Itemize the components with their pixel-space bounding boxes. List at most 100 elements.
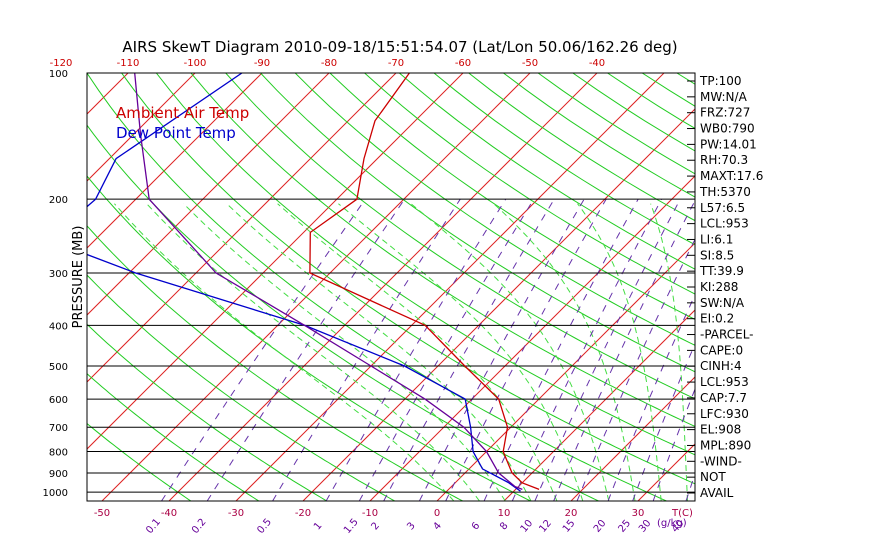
mixing-ratio-line [161,198,366,501]
index-label: TP:100 [699,74,742,88]
mixing-ratio-line [511,198,663,501]
index-label: NOT [700,470,726,484]
moist-adiabat-line [577,203,662,501]
index-label: LCL:953 [700,375,749,389]
dry-adiabat-line [155,73,695,456]
dry-adiabat-line [87,225,463,501]
top-temperature-label: -120 [50,58,73,69]
index-label: CAP:7.7 [700,391,747,405]
index-label: PW:14.01 [700,137,757,151]
mixing-ratio-label: 25 [617,518,634,535]
index-label: WB0:790 [700,122,755,136]
top-temperature-label: -80 [321,58,337,69]
pressure-tick-label: 600 [49,395,68,406]
moist-adiabat-line [493,203,636,501]
index-label: L57:6.5 [700,201,745,215]
pressure-tick-label: 900 [49,469,68,480]
mixing-ratio-line [607,293,695,501]
isotherm-line [87,73,129,115]
top-temperature-label: -100 [184,58,207,69]
dry-adiabat-line [260,73,695,373]
moist-adiabat-line [277,203,558,501]
chart-title: AIRS SkewT Diagram 2010-09-18/15:51:54.0… [122,38,677,56]
isotherm-line [772,73,870,501]
dry-adiabat-line [87,323,328,501]
index-label: LFC:930 [700,407,749,421]
pressure-tick-label: 700 [49,423,68,434]
mixing-ratio-label: 12 [537,518,554,535]
dry-adiabat-line [433,73,695,246]
mixing-ratio-label: 1 [312,520,325,532]
index-label: LCL:953 [700,217,749,231]
dry-adiabat-line [87,373,260,501]
isotherm-line [302,108,695,501]
bottom-unit-label: T(C) [671,508,693,519]
mixing-ratio-label: 30 [637,518,654,535]
pressure-tick-label: 800 [49,448,68,459]
mixing-ratio-label: 10 [519,518,536,535]
isotherm-line [570,376,695,501]
moist-adiabat-line [146,203,480,501]
index-label: EL:908 [700,423,741,437]
index-label: TT:39.9 [699,264,744,278]
mixing-ratio-line [483,198,639,501]
index-label: MPL:890 [700,438,751,452]
dry-adiabat-line [87,124,599,501]
top-temperature-label: -70 [388,58,404,69]
dry-adiabat-line [364,73,695,295]
mixing-ratio-line [358,198,535,501]
moist-adiabat-line [226,203,532,501]
dry-adiabat-line [294,73,695,346]
mixing-ratio-label: 3 [405,520,418,532]
pressure-tick-label: 400 [49,321,68,332]
top-temperature-label: -90 [254,58,270,69]
index-label: -WIND- [700,454,742,468]
mixing-ratio-label: 20 [592,518,609,535]
index-label: CAPE:0 [700,343,743,357]
legend-ambient-air-temp: Ambient Air Temp [116,104,249,122]
mixing-ratio-line [652,387,695,501]
isotherm-line [87,73,263,249]
mixing-ratio-line [534,198,681,501]
mixing-ratio-label: 1.5 [342,517,361,536]
pressure-tick-label: 200 [49,195,68,206]
y-axis-label: PRESSURE (MB) [71,226,86,329]
mixing-ratio-label: 4 [431,520,444,532]
mixing-ratio-line [632,342,695,501]
mixing-ratio-line [383,198,555,501]
dry-adiabat-line [398,73,695,270]
index-label: SW:N/A [700,296,745,310]
bottom-temperature-label: -20 [295,508,311,519]
index-label: CINH:4 [700,359,742,373]
pressure-tick-label: 1000 [43,488,68,499]
grid-lines [0,73,870,501]
isotherm-line [0,73,61,501]
index-label: RH:70.3 [700,153,748,167]
top-temperature-label: -40 [589,58,605,69]
index-label: MAXT:17.6 [700,169,763,183]
isotherm-line [101,73,531,501]
index-label: TH:5370 [699,185,751,199]
mixing-ratio-label: 8 [498,520,511,532]
mixing-ratio-label: 0.2 [190,517,209,536]
index-label: SI:8.5 [700,248,734,262]
bottom-temperature-label: 20 [565,508,578,519]
dry-adiabat-line [190,73,695,428]
mixing-ratio-line [418,198,585,501]
isotherm-line [168,73,598,501]
moist-adiabat-line [338,203,584,501]
ambient-air-temp-line [309,73,540,491]
isotherm-line [87,73,330,316]
bottom-temperature-label: 0 [434,508,440,519]
index-label: FRZ:727 [700,106,750,120]
pressure-tick-label: 300 [49,269,68,280]
isotherm-line [87,73,464,450]
isotherm-line [87,73,196,182]
mixing-ratio-label: 0.1 [144,517,163,536]
index-label: -PARCEL- [700,328,754,342]
mixing-ratio-line [553,199,695,501]
mixing-ratio-line [325,198,507,501]
dry-adiabat-line [225,73,695,400]
pressure-tick-label: 100 [49,69,68,80]
